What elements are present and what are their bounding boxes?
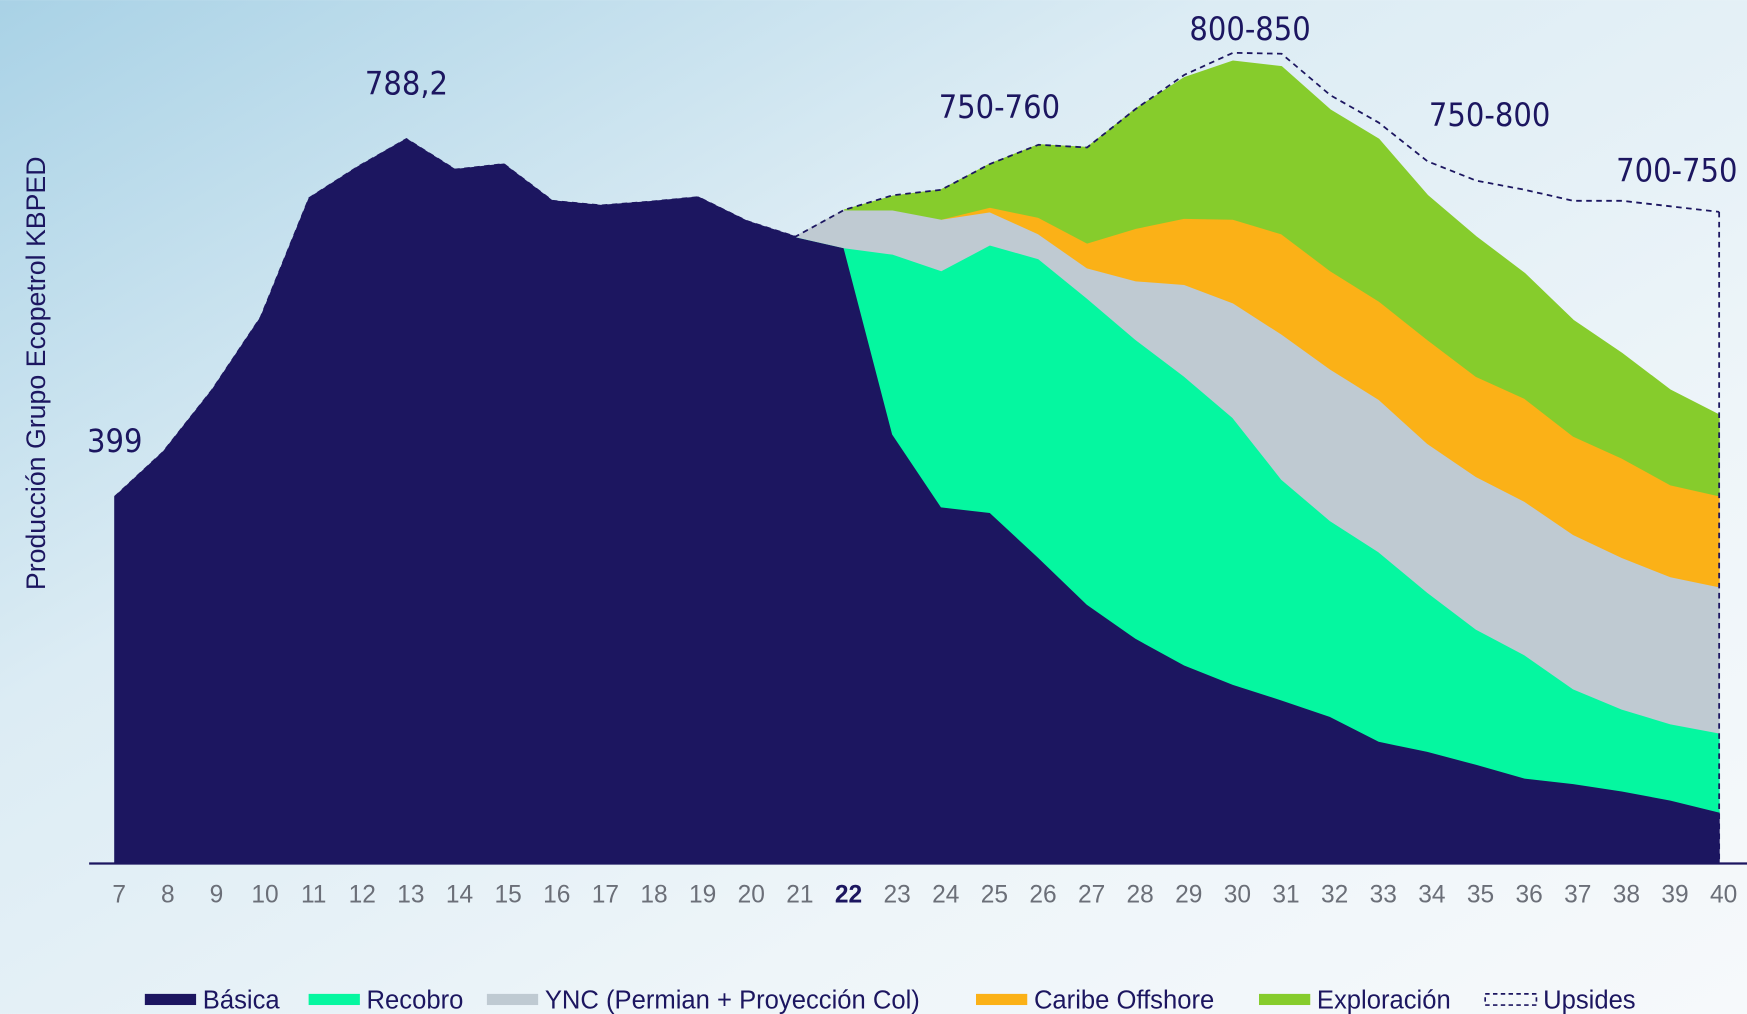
legend-swatch [1484,993,1538,1006]
x-tick-label: 27 [1078,882,1105,909]
legend-label: Upsides [1543,986,1636,1014]
x-tick-label: 37 [1564,882,1591,909]
x-tick-label: 10 [251,882,278,909]
x-tick-label: 26 [1029,882,1056,909]
legend-swatch [1258,993,1311,1006]
x-tick-label: 25 [981,882,1008,909]
x-tick-label: 20 [738,882,765,909]
x-tick-label: 30 [1224,882,1251,909]
x-tick-label: 21 [786,882,813,909]
x-tick-label: 23 [883,882,910,909]
x-tick-label: 8 [161,882,175,909]
x-tick-label: 13 [397,882,424,909]
annotation: 750-760 [939,88,1060,126]
x-tick-label: 28 [1127,882,1154,909]
legend-label: YNC (Permian + Proyección Col) [545,986,920,1014]
x-tick-label: 12 [349,882,376,909]
x-tick-label: 31 [1272,882,1299,909]
x-tick-label: 24 [932,882,959,909]
x-tick-label: 38 [1613,882,1640,909]
x-tick-label: 9 [210,882,224,909]
legend-label: Caribe Offshore [1034,986,1214,1014]
legend-swatch [308,993,360,1006]
x-tick-label: 18 [640,882,667,909]
annotation: 700-750 [1616,152,1737,190]
y-axis-label: Producción Grupo Ecopetrol KBPED [21,156,51,590]
x-tick-label: 32 [1321,882,1348,909]
annotation: 750-800 [1429,96,1550,134]
x-tick-label: 15 [495,882,522,909]
x-tick-label: 19 [689,882,716,909]
x-tick-label: 22 [835,882,862,909]
x-tick-label: 7 [112,882,126,909]
x-tick-label: 16 [543,882,570,909]
data-label: 399 [87,422,142,460]
annotation: 800-850 [1189,10,1310,48]
upsides-line [114,51,1720,498]
x-tick-label: 14 [446,882,473,909]
x-tick-label: 11 [301,882,326,909]
x-tick-label: 36 [1515,882,1542,909]
legend-swatch [976,993,1028,1006]
legend-swatch [486,993,539,1006]
legend-swatch [144,993,197,1006]
legend-label: Recobro [367,986,464,1014]
x-tick-label: 29 [1175,882,1202,909]
x-tick-label: 39 [1661,882,1688,909]
legend-label: Exploración [1317,986,1451,1014]
x-tick-label: 35 [1467,882,1494,909]
x-tick-label: 17 [592,882,619,909]
x-tick-label: 40 [1710,882,1737,909]
x-tick-label: 33 [1370,882,1397,909]
x-tick-label: 34 [1418,882,1445,909]
legend-label: Básica [203,986,281,1014]
data-label: 788,2 [365,64,448,102]
